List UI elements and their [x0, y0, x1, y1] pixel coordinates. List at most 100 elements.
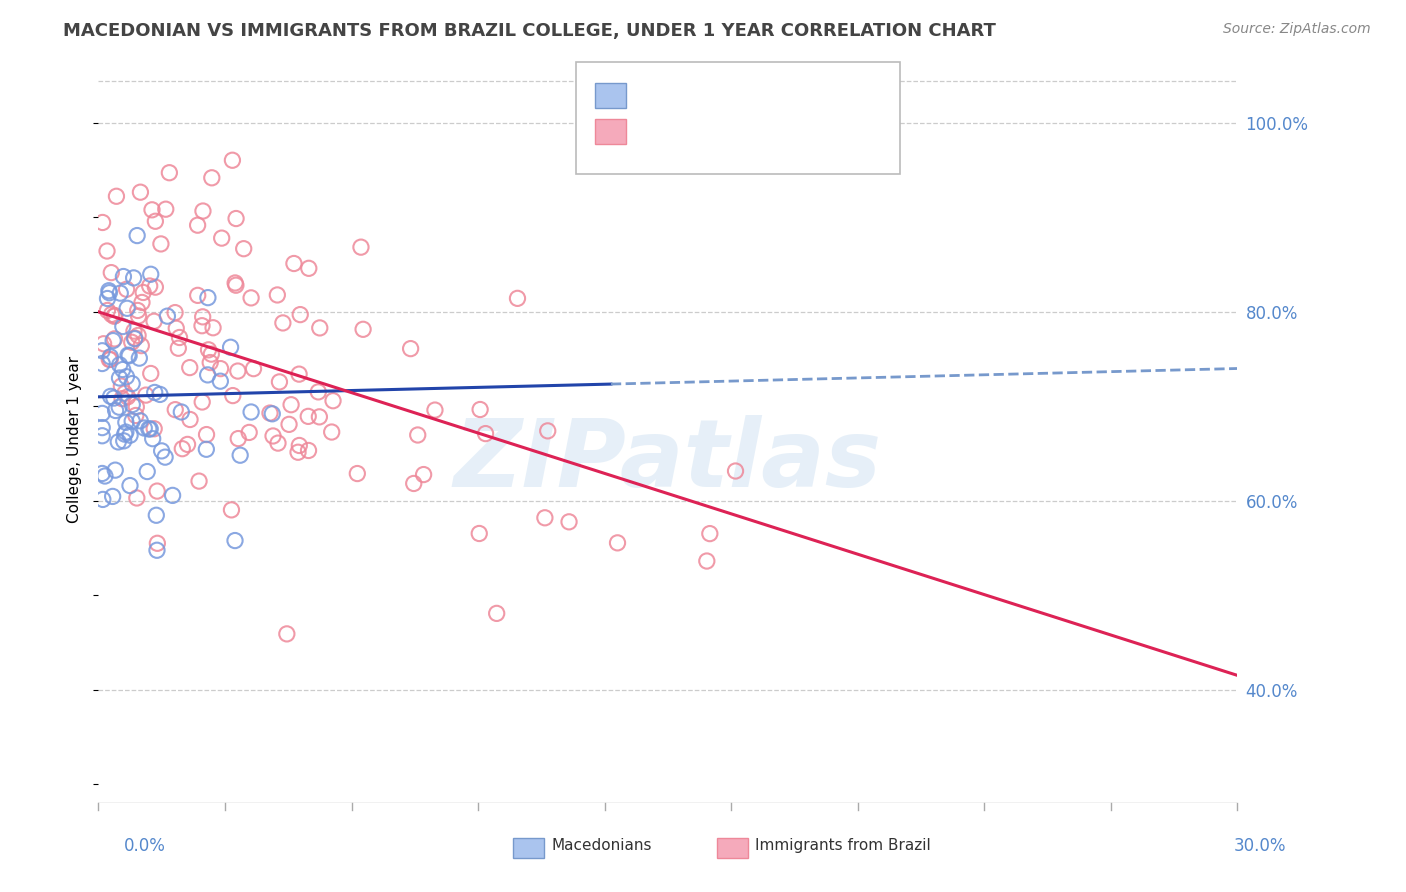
Point: [112, 434, 135, 448]
Point: [537, 424, 560, 438]
Point: [225, 278, 247, 293]
Point: [288, 438, 311, 452]
Point: [134, 421, 156, 435]
Point: [187, 288, 209, 302]
Point: [139, 367, 162, 381]
Point: [606, 536, 628, 550]
Point: [143, 314, 166, 328]
Point: [108, 358, 131, 372]
Point: [699, 526, 721, 541]
Point: [191, 310, 214, 324]
Point: [101, 334, 124, 348]
Point: [122, 271, 145, 285]
Point: [222, 388, 245, 402]
Point: [321, 425, 343, 439]
Point: [162, 488, 184, 502]
Point: [224, 276, 246, 290]
Point: [104, 463, 127, 477]
Point: [121, 398, 143, 412]
Point: [103, 332, 125, 346]
Point: [127, 328, 149, 343]
Point: [225, 211, 247, 226]
Point: [121, 414, 143, 428]
Point: [170, 405, 193, 419]
Point: [145, 508, 167, 523]
Point: [131, 295, 153, 310]
Point: [115, 425, 138, 439]
Point: [141, 202, 163, 217]
Point: [91, 429, 114, 443]
Point: [485, 607, 508, 621]
Point: [468, 402, 491, 417]
Point: [197, 343, 219, 357]
Point: [165, 305, 187, 319]
Point: [283, 256, 305, 270]
Point: [120, 428, 142, 442]
Point: [91, 357, 114, 371]
Point: [124, 331, 146, 345]
Text: 30.0%: 30.0%: [1234, 837, 1286, 855]
Point: [128, 351, 150, 366]
Point: [259, 406, 281, 420]
Point: [98, 285, 121, 300]
Point: [696, 554, 718, 568]
Text: N =: N =: [749, 123, 786, 138]
Point: [297, 409, 319, 424]
Point: [197, 368, 219, 382]
Point: [100, 266, 122, 280]
Point: [129, 185, 152, 199]
Point: [114, 415, 136, 429]
Point: [406, 428, 429, 442]
Text: 0.0%: 0.0%: [124, 837, 166, 855]
Point: [107, 434, 129, 449]
Point: [269, 375, 291, 389]
Point: [172, 442, 194, 456]
Point: [91, 343, 114, 358]
Point: [118, 478, 141, 492]
Point: [195, 427, 218, 442]
Point: [98, 352, 121, 367]
Point: [125, 400, 148, 414]
Point: [146, 536, 169, 550]
Point: [402, 476, 425, 491]
Point: [350, 240, 373, 254]
Point: [91, 420, 114, 434]
Point: [139, 422, 162, 436]
Point: [111, 319, 134, 334]
Point: [188, 474, 211, 488]
Point: [219, 340, 242, 354]
Point: [98, 350, 121, 364]
Point: [91, 215, 114, 229]
Point: [167, 341, 190, 355]
Point: [202, 320, 225, 334]
Point: [146, 543, 169, 558]
Point: [101, 490, 124, 504]
Point: [94, 469, 117, 483]
Point: [209, 374, 232, 388]
Point: [724, 464, 747, 478]
Point: [179, 412, 201, 426]
Point: [224, 533, 246, 548]
Point: [127, 303, 149, 318]
Point: [108, 371, 131, 385]
Point: [112, 269, 135, 284]
Point: [145, 214, 167, 228]
Point: [98, 352, 121, 367]
Point: [278, 417, 301, 432]
Point: [136, 465, 159, 479]
Point: [91, 467, 114, 481]
Point: [242, 361, 264, 376]
Text: 68: 68: [792, 87, 817, 103]
Point: [191, 395, 214, 409]
Text: -0.426: -0.426: [679, 123, 731, 138]
Point: [156, 309, 179, 323]
Text: Source: ZipAtlas.com: Source: ZipAtlas.com: [1223, 22, 1371, 37]
Point: [240, 291, 263, 305]
Point: [298, 261, 321, 276]
Point: [103, 310, 125, 324]
Point: [308, 409, 330, 424]
Point: [346, 467, 368, 481]
Point: [229, 448, 252, 462]
Point: [280, 398, 302, 412]
Point: [211, 231, 233, 245]
